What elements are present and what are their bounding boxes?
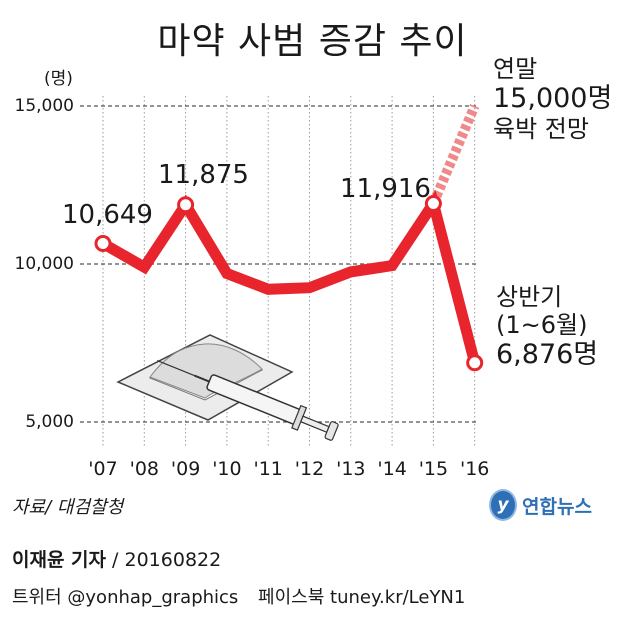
x-tick-label: '13 [336, 458, 365, 480]
data-point [177, 196, 195, 214]
source-note: 자료/ 대검찰청 [12, 497, 124, 518]
data-label-2007: 10,649 [62, 200, 153, 230]
facebook-link: 페이스북 tuney.kr/LeYN1 [258, 587, 466, 608]
forecast-annotation-line: 연말 [493, 55, 538, 83]
yonhap-logo-text: 연합뉴스 [522, 495, 592, 518]
syringe-illustration [116, 334, 339, 441]
gridlines [80, 96, 478, 448]
forecast-annotation: 연말 15,000명 육박 전망 [493, 55, 612, 143]
y-unit-label: (명) [44, 69, 73, 89]
chart-title: 마약 사범 증감 추이 [157, 21, 468, 62]
half-year-annotation-value: 6,876명 [496, 339, 599, 371]
forecast-line [428, 104, 480, 206]
social-links: 트위터 @yonhap_graphics 페이스북 tuney.kr/LeYN1 [12, 583, 479, 609]
series-line [100, 190, 481, 365]
yonhap-logo-icon: y [489, 489, 517, 521]
x-tick-label: '15 [419, 458, 448, 480]
forecast-annotation-value: 15,000명 [493, 83, 613, 115]
data-label-2009: 11,875 [158, 160, 249, 190]
twitter-handle: 트위터 @yonhap_graphics [12, 587, 239, 608]
x-tick-label: '12 [295, 458, 324, 480]
data-point [424, 194, 442, 212]
x-tick-label: '14 [377, 458, 406, 480]
x-tick-label: '07 [88, 458, 117, 480]
y-tick-label: 5,000 [25, 412, 74, 432]
y-tick-label: 15,000 [14, 96, 74, 116]
x-tick-label: '16 [460, 458, 489, 480]
y-tick-label: 10,000 [14, 254, 74, 274]
x-tick-label: '10 [212, 458, 241, 480]
data-point [466, 354, 484, 372]
forecast-annotation-line: 육박 전망 [493, 114, 589, 143]
yonhap-logo: y 연합뉴스 [489, 489, 592, 521]
half-year-annotation: 상반기 (1~6월) 6,876명 [496, 283, 598, 371]
x-tick-label: '09 [171, 458, 200, 480]
half-year-annotation-line: 상반기 [496, 283, 563, 311]
data-label-2015: 11,916 [340, 174, 431, 204]
author: 이재윤 기자 [12, 549, 107, 571]
half-year-annotation-line: (1~6월) [496, 311, 588, 340]
byline: 이재윤 기자 / 20160822 [12, 549, 222, 571]
data-point [94, 234, 112, 252]
x-tick-label: '11 [253, 458, 282, 480]
x-tick-label: '08 [130, 458, 159, 480]
date: 20160822 [124, 549, 222, 571]
